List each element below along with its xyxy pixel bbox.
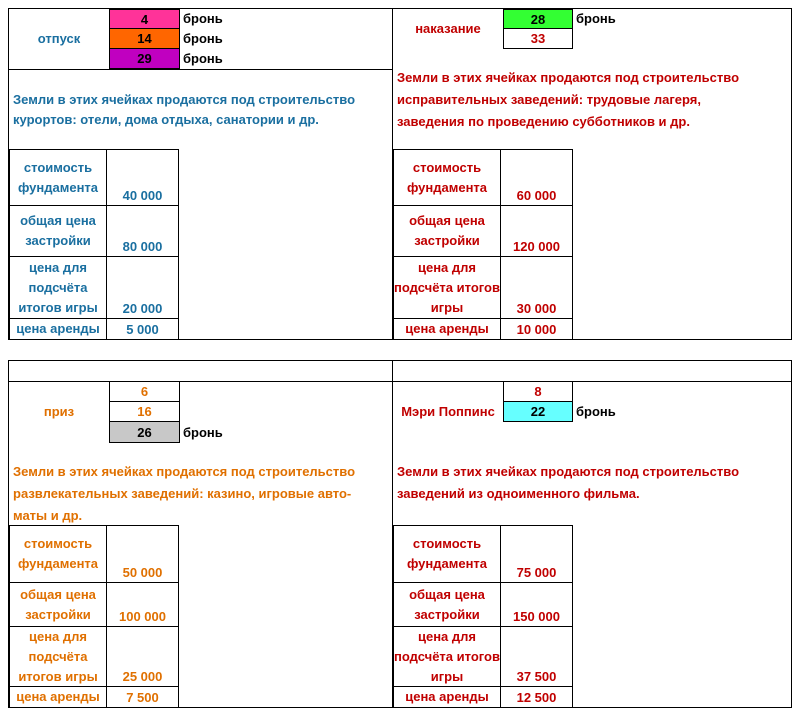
priz-desc-2: маты и др. [13, 508, 83, 523]
nakazanie-title: наказание [415, 21, 481, 36]
otpusk-val-1: 80 000 [106, 205, 179, 257]
poppins-top-divider [393, 381, 791, 382]
poppins-val-2: 37 500 [500, 626, 573, 687]
otpusk-cell-2: 29 [109, 48, 180, 69]
priz-cell-1: 16 [109, 401, 180, 422]
otpusk-bron-2: бронь [183, 51, 223, 66]
poppins-key-3: цена аренды [393, 686, 501, 708]
poppins-cell-0: 8 [503, 381, 573, 402]
nakazanie-key-1: общая цена застройки [393, 205, 501, 257]
nakazanie-desc-1: исправительных заведений: трудовые лагер… [397, 92, 701, 107]
poppins-bron-0: бронь [576, 404, 616, 419]
otpusk-cell-1: 14 [109, 28, 180, 49]
priz-key-0: стоимость фундамента [9, 525, 107, 583]
priz-val-3: 7 500 [106, 686, 179, 708]
otpusk-val-2: 20 000 [106, 256, 179, 319]
poppins-cell-1: 22 [503, 401, 573, 422]
poppins-val-3: 12 500 [500, 686, 573, 708]
priz-val-1: 100 000 [106, 582, 179, 627]
nakazanie-cell-0: 28 [503, 9, 573, 29]
otpusk-desc-0: Земли в этих ячейках продаются под строи… [13, 92, 356, 107]
priz-val-0: 50 000 [106, 525, 179, 583]
poppins-key-0: стоимость фундамента [393, 525, 501, 583]
priz-top-divider [9, 381, 392, 382]
otpusk-desc-1: курортов: отели, дома отдыха, санатории … [13, 112, 319, 127]
panel-poppins: Мэри Поппинс 8 22 бронь Земли в этих яче… [392, 360, 792, 708]
otpusk-key-1: общая цена застройки [9, 205, 107, 257]
priz-bron-0: бронь [183, 425, 223, 440]
poppins-key-2: цена для подсчёта итогов игры [393, 626, 501, 687]
poppins-val-0: 75 000 [500, 525, 573, 583]
otpusk-key-0: стоимость фундамента [9, 149, 107, 206]
poppins-key-1: общая цена застройки [393, 582, 501, 627]
nakazanie-val-0: 60 000 [500, 149, 573, 206]
poppins-desc-0: Земли в этих ячейках продаются под строи… [397, 464, 740, 479]
otpusk-val-3: 5 000 [106, 318, 179, 340]
nakazanie-bron-0: бронь [576, 11, 616, 26]
priz-title: приз [43, 404, 75, 419]
nakazanie-desc-2: заведения по проведению субботников и др… [397, 114, 690, 129]
panel-nakazanie: наказание 28 33 бронь Земли в этих ячейк… [392, 8, 792, 340]
otpusk-val-0: 40 000 [106, 149, 179, 206]
otpusk-key-3: цена аренды [9, 318, 107, 340]
priz-desc-1: развлекательных заведений: казино, игров… [13, 486, 352, 501]
nakazanie-key-0: стоимость фундамента [393, 149, 501, 206]
panel-priz: приз 6 16 26 бронь Земли в этих ячейках … [8, 360, 393, 708]
nakazanie-key-3: цена аренды [393, 318, 501, 340]
priz-key-1: общая цена застройки [9, 582, 107, 627]
priz-val-2: 25 000 [106, 626, 179, 687]
otpusk-title: отпуск [37, 31, 81, 46]
otpusk-bron-0: бронь [183, 11, 223, 26]
priz-cell-0: 6 [109, 381, 180, 402]
otpusk-cell-0: 4 [109, 9, 180, 29]
nakazanie-key-2: цена для подсчёта итогов игры [393, 256, 501, 319]
priz-desc-0: Земли в этих ячейках продаются под строи… [13, 464, 356, 479]
poppins-desc-1: заведений из одноименного фильма. [397, 486, 640, 501]
otpusk-divider [9, 69, 392, 70]
priz-key-3: цена аренды [9, 686, 107, 708]
nakazanie-val-1: 120 000 [500, 205, 573, 257]
panel-otpusk: отпуск 4 14 29 бронь бронь бронь Земли в… [8, 8, 393, 340]
priz-key-2: цена для подсчёта итогов игры [9, 626, 107, 687]
otpusk-bron-1: бронь [183, 31, 223, 46]
otpusk-key-2: цена для подсчёта итогов игры [9, 256, 107, 319]
nakazanie-val-3: 10 000 [500, 318, 573, 340]
nakazanie-cell-1: 33 [503, 28, 573, 49]
nakazanie-desc-0: Земли в этих ячейках продаются под строи… [397, 70, 740, 85]
poppins-val-1: 150 000 [500, 582, 573, 627]
poppins-title: Мэри Поппинс [401, 404, 495, 419]
priz-cell-2: 26 [109, 421, 180, 443]
nakazanie-val-2: 30 000 [500, 256, 573, 319]
